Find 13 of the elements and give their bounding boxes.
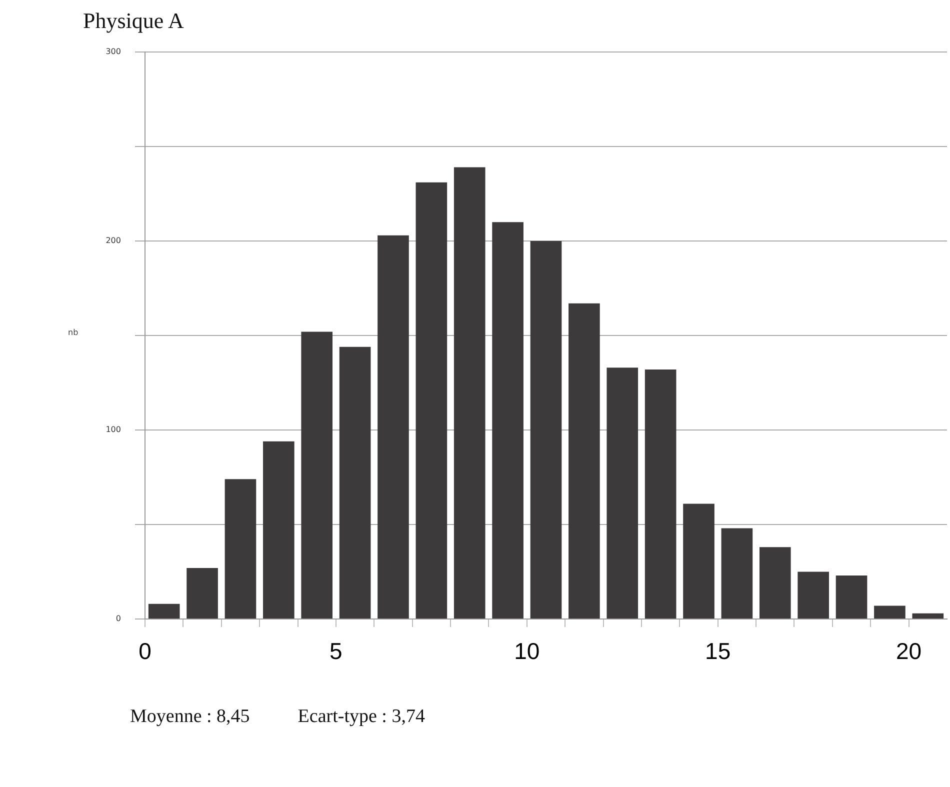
text: Ecart-type : 3,74: [298, 706, 425, 728]
y-axis-title: nb: [68, 328, 78, 337]
y-tick-label: 200: [106, 236, 121, 246]
x-tick-label: 20: [896, 638, 922, 664]
y-tick-label: 300: [106, 47, 121, 56]
x-tick-label: 15: [705, 638, 731, 664]
x-tick-label: 10: [514, 638, 540, 664]
text: Moyenne : 8,45: [130, 706, 250, 728]
y-tick-label: 0: [116, 614, 121, 624]
y-tick-label: 100: [106, 425, 121, 434]
x-tick-label: 0: [138, 638, 152, 664]
chart-title: Physique A: [83, 8, 184, 34]
x-tick-label: 5: [330, 638, 342, 664]
